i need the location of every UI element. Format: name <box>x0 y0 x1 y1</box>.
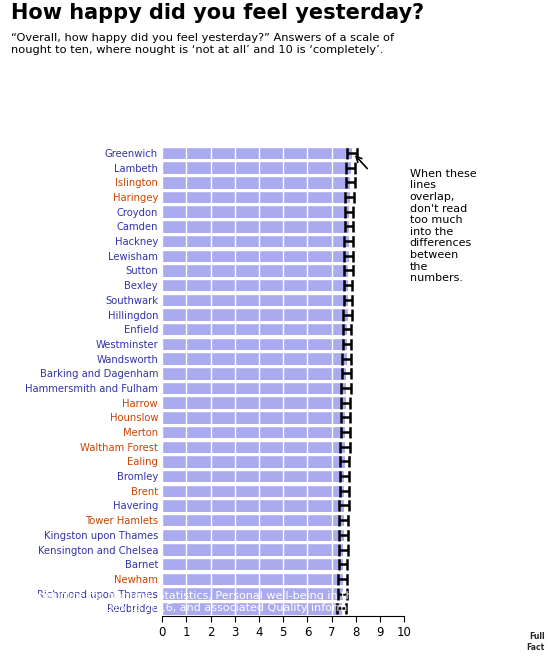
Bar <box>162 411 345 424</box>
Bar <box>162 352 346 365</box>
Bar <box>162 235 349 248</box>
Bar <box>162 514 344 526</box>
Text: Full
Fact: Full Fact <box>526 632 544 651</box>
Bar <box>162 587 343 600</box>
Text: Source:: Source: <box>8 591 56 602</box>
Bar <box>162 279 348 291</box>
Bar <box>162 250 349 262</box>
Bar <box>162 382 346 395</box>
Bar <box>162 558 343 571</box>
Bar <box>162 220 349 232</box>
Bar <box>162 573 343 585</box>
Bar <box>162 176 350 189</box>
Bar <box>162 499 344 512</box>
Polygon shape <box>484 576 550 662</box>
Bar <box>162 294 348 306</box>
Text: How happy did you feel yesterday?: How happy did you feel yesterday? <box>11 3 424 23</box>
Bar <box>162 338 347 350</box>
Bar <box>162 602 342 614</box>
Text: When these
lines
overlap,
don't read
too much
into the
differences
between
the
n: When these lines overlap, don't read too… <box>410 169 476 283</box>
Bar <box>162 162 350 174</box>
Bar <box>162 205 349 218</box>
Bar <box>162 264 348 277</box>
Bar <box>162 470 344 483</box>
Bar <box>162 426 345 438</box>
Bar <box>162 397 346 409</box>
Text: Office for National Statistics, Personal well-being in the UK: local authority
u: Office for National Statistics, Personal… <box>52 591 466 613</box>
Bar <box>162 323 348 336</box>
Bar <box>162 529 344 541</box>
Bar <box>162 308 348 321</box>
Bar <box>162 455 345 467</box>
Bar <box>162 367 346 379</box>
Bar <box>162 485 344 497</box>
Bar <box>162 191 350 203</box>
Bar <box>162 147 352 160</box>
Text: “Overall, how happy did you feel yesterday?” Answers of a scale of
nought to ten: “Overall, how happy did you feel yesterd… <box>11 33 394 55</box>
Bar <box>162 544 343 556</box>
Bar <box>162 440 345 453</box>
